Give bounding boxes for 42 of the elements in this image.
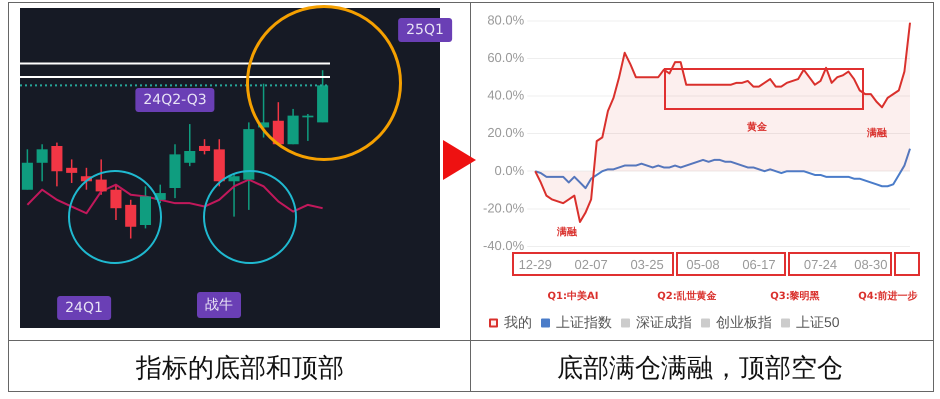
x-tick-label: 02-07	[574, 256, 608, 272]
text: Q1:中美AI	[548, 289, 598, 303]
candlestick	[110, 184, 122, 221]
candlestick	[228, 174, 240, 218]
annotation: 满融	[557, 226, 577, 239]
legend-label: 上证50	[796, 314, 840, 330]
text: 25Q1	[398, 18, 452, 42]
y-tick-label: -40.0%	[482, 238, 525, 253]
candlestick	[302, 113, 314, 142]
x-tick-label: 06-17	[742, 256, 776, 272]
text: Q2:乱世黄金	[657, 290, 717, 303]
candlestick	[184, 123, 196, 167]
annotation: 24Q2-Q3	[135, 88, 215, 112]
legend-label: 上证指数	[556, 314, 612, 330]
text: 战牛	[197, 292, 241, 318]
text: 指标的底部和顶部	[136, 352, 344, 386]
candlestick	[66, 158, 78, 184]
y-tick-label: 40.0%	[487, 88, 525, 103]
text: 底部满仓满融，顶部空仓	[557, 352, 843, 386]
candlestick	[96, 158, 107, 196]
x-tick-label: 03-25	[630, 256, 664, 272]
candlestick	[125, 199, 136, 240]
candlestick	[36, 144, 48, 182]
legend-label: 创业板指	[716, 314, 772, 330]
annotation: 黄金	[747, 120, 767, 134]
legend-label: 我的	[504, 314, 532, 330]
x-tick-label: 05-08	[686, 256, 720, 272]
candlestick	[272, 101, 284, 146]
y-tick-label: 20.0%	[487, 125, 525, 140]
x-tick-label: 08-30	[854, 256, 888, 272]
y-tick-label: 0.0%	[494, 162, 525, 178]
y-tick-label: 60.0%	[487, 50, 525, 65]
x-tick-label: 12-29	[518, 256, 552, 272]
text: Q4:前进一步	[858, 290, 918, 303]
y-tick-label: -20.0%	[482, 200, 525, 216]
x-tick-label: 07-24	[804, 256, 838, 272]
annotation: 满融	[867, 126, 887, 140]
text: Q3:黎明黑	[770, 290, 820, 303]
legend-label: 深证成指	[636, 314, 692, 330]
y-tick-label: 80.0%	[487, 12, 525, 28]
text: 24Q1	[57, 296, 111, 320]
candlestick	[198, 138, 210, 156]
